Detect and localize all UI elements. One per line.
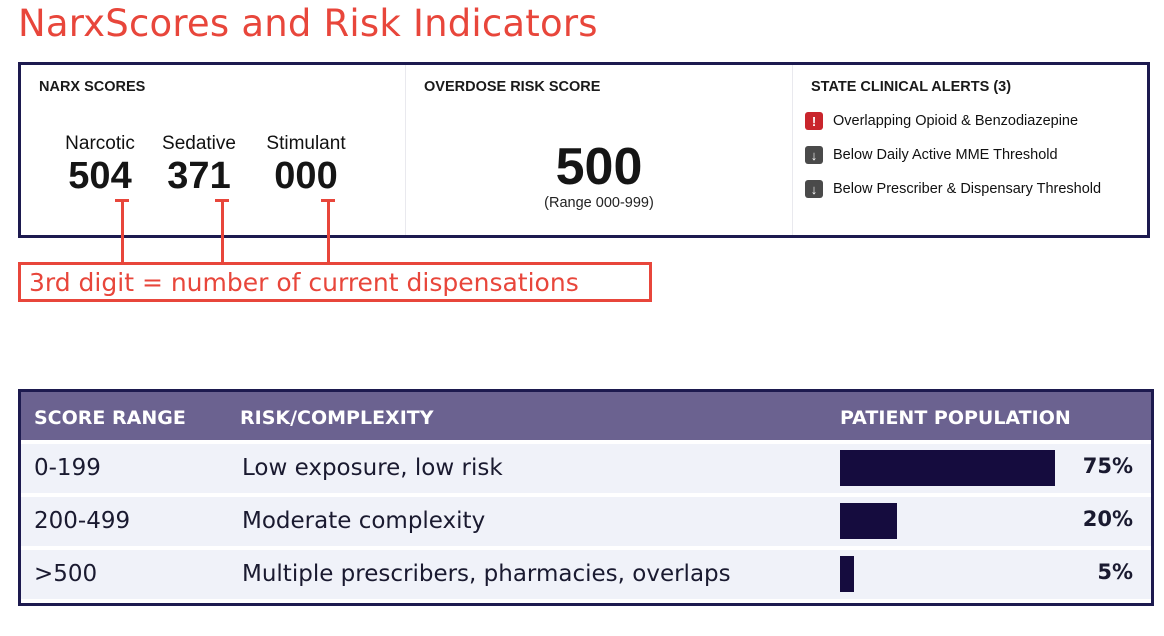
score-range-cell: 200-499 xyxy=(34,508,131,534)
overdose-risk-panel: OVERDOSE RISK SCORE 500 (Range 000-999) xyxy=(405,65,792,235)
score-label: Stimulant xyxy=(266,133,346,154)
table-row: 0-199 Low exposure, low risk 75% xyxy=(21,440,1151,493)
table-row: >500 Multiple prescribers, pharmacies, o… xyxy=(21,546,1151,599)
stimulant-score: Stimulant 000 xyxy=(256,133,356,197)
score-label: Narcotic xyxy=(65,133,135,154)
sedative-connector-line xyxy=(221,199,224,263)
page-title: NarxScores and Risk Indicators xyxy=(18,2,598,45)
score-value: 504 xyxy=(68,155,132,197)
overdose-risk-value: 500 xyxy=(555,138,643,196)
narx-scores-panel: NARX SCORES Narcotic 504 Sedative 371 St… xyxy=(21,65,405,235)
population-bar xyxy=(840,556,854,592)
header-patient-population: PATIENT POPULATION xyxy=(840,407,1071,429)
score-range-cell: 0-199 xyxy=(34,455,101,481)
overdose-risk-heading: OVERDOSE RISK SCORE xyxy=(424,79,601,95)
table-header: SCORE RANGE RISK/COMPLEXITY PATIENT POPU… xyxy=(21,392,1151,442)
alert-item[interactable]: ↓ Below Daily Active MME Threshold xyxy=(805,146,1058,164)
risk-cell: Low exposure, low risk xyxy=(242,455,503,481)
overdose-risk-range: (Range 000-999) xyxy=(544,195,654,211)
score-label: Sedative xyxy=(162,133,236,154)
population-bar xyxy=(840,503,897,539)
risk-cell: Multiple prescribers, pharmacies, overla… xyxy=(242,561,731,587)
alerts-heading: STATE CLINICAL ALERTS (3) xyxy=(811,79,1012,95)
header-score-range: SCORE RANGE xyxy=(34,407,186,429)
narx-report-card: NARX SCORES Narcotic 504 Sedative 371 St… xyxy=(18,62,1150,238)
stimulant-connector-line xyxy=(327,199,330,263)
arrow-down-icon: ↓ xyxy=(805,146,823,164)
sedative-score: Sedative 371 xyxy=(149,133,249,197)
population-percent: 5% xyxy=(1097,560,1133,584)
narcotic-score: Narcotic 504 xyxy=(50,133,150,197)
score-range-cell: >500 xyxy=(34,561,98,587)
table-row: 200-499 Moderate complexity 20% xyxy=(21,493,1151,546)
alert-text: Below Prescriber & Dispensary Threshold xyxy=(833,181,1102,197)
narx-scores-heading: NARX SCORES xyxy=(39,79,146,95)
alert-item[interactable]: ↓ Below Prescriber & Dispensary Threshol… xyxy=(805,180,1101,198)
score-value: 000 xyxy=(274,155,338,197)
score-value: 371 xyxy=(167,155,231,197)
third-digit-callout: 3rd digit = number of current dispensati… xyxy=(18,262,652,302)
exclamation-icon: ! xyxy=(805,112,823,130)
header-risk-complexity: RISK/COMPLEXITY xyxy=(240,407,434,429)
alert-text: Below Daily Active MME Threshold xyxy=(833,147,1058,163)
risk-cell: Moderate complexity xyxy=(242,508,486,534)
population-percent: 20% xyxy=(1082,507,1133,531)
score-range-table: SCORE RANGE RISK/COMPLEXITY PATIENT POPU… xyxy=(18,389,1154,606)
narcotic-connector-line xyxy=(121,199,124,263)
population-percent: 75% xyxy=(1082,454,1133,478)
arrow-down-icon: ↓ xyxy=(805,180,823,198)
population-bar xyxy=(840,450,1055,486)
alert-item[interactable]: ! Overlapping Opioid & Benzodiazepine xyxy=(805,112,1078,130)
state-clinical-alerts-panel: STATE CLINICAL ALERTS (3) ! Overlapping … xyxy=(792,65,1147,235)
alert-text: Overlapping Opioid & Benzodiazepine xyxy=(833,113,1079,129)
